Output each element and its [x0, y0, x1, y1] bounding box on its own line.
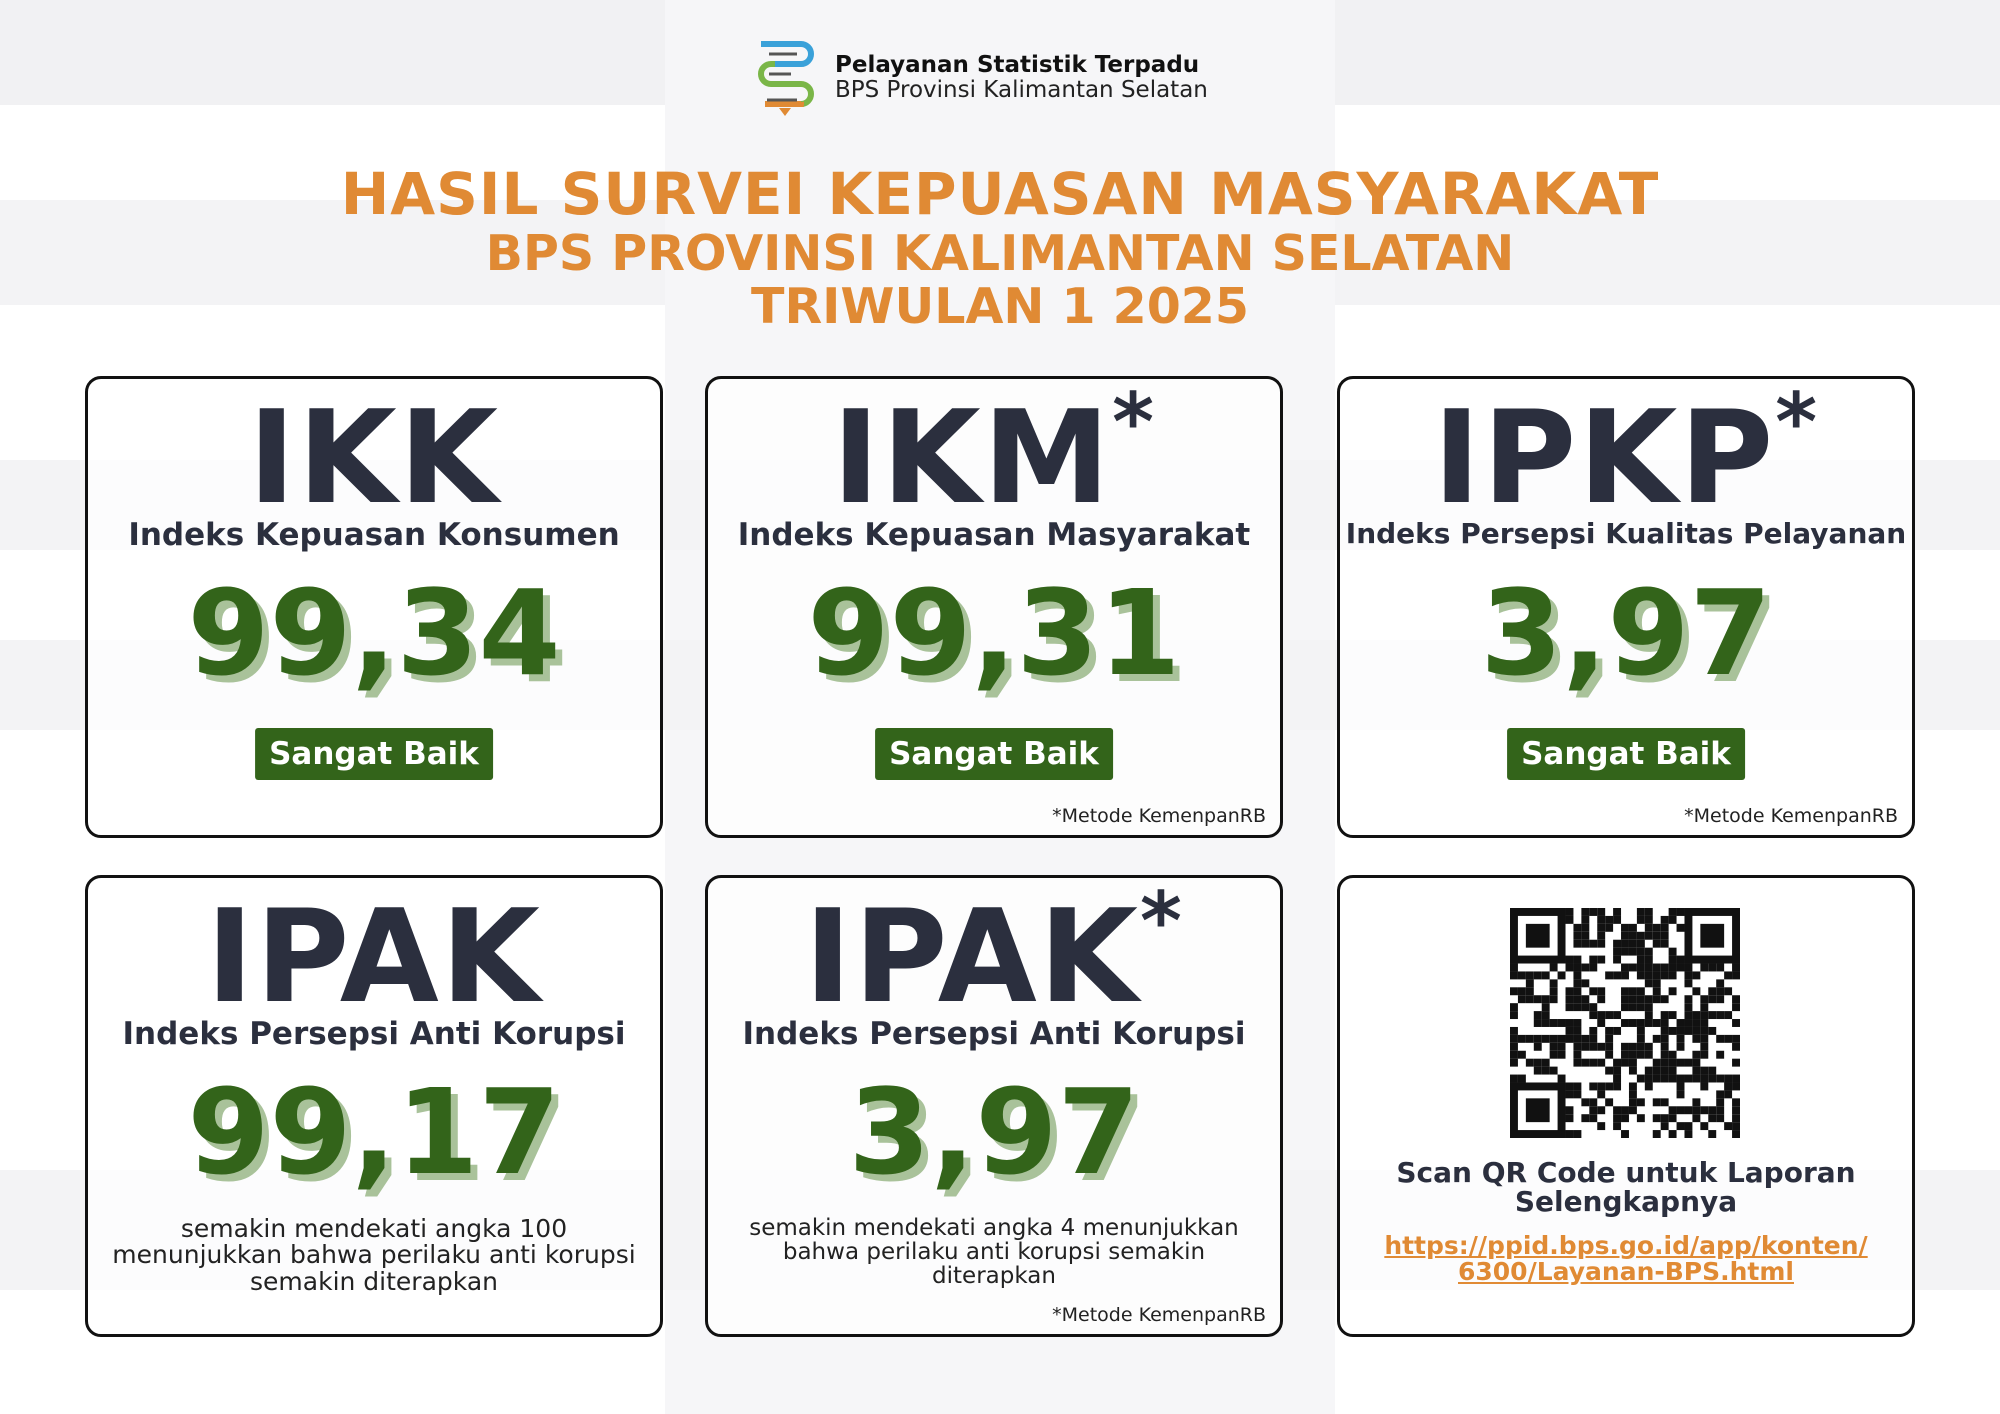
card-name: Indeks Persepsi Anti Korupsi: [122, 1016, 626, 1052]
card-name: Indeks Kepuasan Masyarakat: [737, 517, 1251, 553]
card-value: 3,97: [848, 1063, 1140, 1201]
report-link[interactable]: https://ppid.bps.go.id/app/konten/6300/L…: [1384, 1231, 1868, 1287]
card-abbr: IKM: [831, 384, 1113, 533]
card-ipkp: IPKP* Indeks Persepsi Kualitas Pelayanan…: [1337, 376, 1915, 838]
card-abbr: IPAK: [206, 883, 542, 1032]
page-title: HASIL SURVEI KEPUASAN MASYARAKAT: [340, 160, 1660, 228]
card-value: 3,97: [1480, 564, 1772, 702]
card-qr: Scan QR Code untuk Laporan Selengkapnya …: [1337, 875, 1915, 1337]
card-name: Indeks Persepsi Anti Korupsi: [742, 1016, 1246, 1052]
status-badge: Sangat Baik: [875, 728, 1113, 780]
card-abbr: IKK: [248, 384, 500, 533]
card-value: 99,17: [187, 1063, 561, 1201]
card-ipak: IPAK Indeks Persepsi Anti Korupsi 99,17 …: [85, 875, 663, 1337]
asterisk: *: [1112, 376, 1157, 469]
page-subtitle: BPS PROVINSI KALIMANTAN SELATAN: [485, 225, 1515, 282]
card-ikm: IKM* Indeks Kepuasan Masyarakat 99,31 Sa…: [705, 376, 1283, 838]
card-name: Indeks Persepsi Kualitas Pelayanan: [1345, 517, 1907, 550]
card-ikk: IKK Indeks Kepuasan Konsumen 99,34 Sanga…: [85, 376, 663, 838]
status-badge: Sangat Baik: [255, 728, 493, 780]
card-abbr: IPAK: [804, 883, 1141, 1032]
card-description: semakin mendekati angka 100 menunjukkan …: [112, 1214, 636, 1296]
qr-caption: Scan QR Code untuk Laporan Selengkapnya: [1396, 1156, 1856, 1219]
card-abbr: IPKP: [1432, 384, 1776, 533]
brand-subtitle: BPS Provinsi Kalimantan Selatan: [835, 77, 1208, 103]
card-value: 99,31: [807, 564, 1181, 702]
asterisk: *: [1775, 376, 1820, 469]
method-note: *Metode KemenpanRB: [1052, 805, 1266, 827]
period: TRIWULAN 1 2025: [751, 278, 1249, 335]
pst-logo-icon: [758, 41, 814, 116]
method-note: *Metode KemenpanRB: [1052, 1304, 1266, 1326]
card-value: 99,34: [187, 564, 561, 702]
brand-title: Pelayanan Statistik Terpadu: [835, 52, 1200, 78]
card-description: semakin mendekati angka 4 menunjukkan ba…: [749, 1215, 1239, 1290]
method-note: *Metode KemenpanRB: [1684, 805, 1898, 827]
asterisk: *: [1140, 875, 1184, 968]
status-badge: Sangat Baik: [1507, 728, 1745, 780]
qr-code[interactable]: [1510, 908, 1740, 1138]
card-ipak-kemenpan: IPAK* Indeks Persepsi Anti Korupsi 3,97 …: [705, 875, 1283, 1337]
card-name: Indeks Kepuasan Konsumen: [128, 517, 620, 553]
